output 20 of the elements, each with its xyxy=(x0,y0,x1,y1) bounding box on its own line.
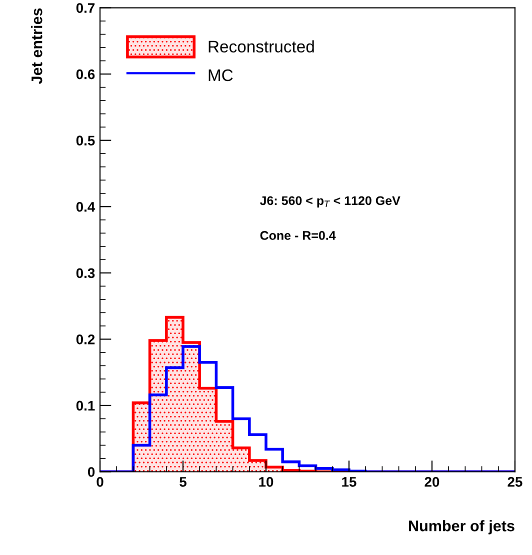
legend-label: Reconstructed xyxy=(208,40,314,53)
x-tick-label: 20 xyxy=(424,476,440,487)
y-tick-label: 0.4 xyxy=(76,202,96,212)
x-tick-label: 10 xyxy=(259,476,274,487)
y-tick-label: 0 xyxy=(88,467,95,477)
legend-label: MC xyxy=(208,69,233,82)
y-tick-label: 0.3 xyxy=(76,268,95,278)
x-tick-label: 25 xyxy=(508,476,522,487)
y-tick-label: 0.7 xyxy=(76,3,95,13)
annotation: J6: 560 < p$_{T}$ < 1120 GeV xyxy=(260,196,400,208)
x-tick-label: 0 xyxy=(96,476,104,487)
y-tick-label: 0.6 xyxy=(76,69,95,80)
annotation: Cone - R=0.4 xyxy=(260,231,336,240)
x-tick-label: 15 xyxy=(342,477,356,487)
y-axis-title: Jet entries xyxy=(31,8,42,84)
y-tick-label: 0.2 xyxy=(76,334,95,344)
x-tick-label: 5 xyxy=(180,477,186,487)
y-tick-label: 0.5 xyxy=(76,136,95,146)
x-axis-title: Number of jets xyxy=(409,520,514,534)
y-tick-label: 0.1 xyxy=(76,400,95,411)
